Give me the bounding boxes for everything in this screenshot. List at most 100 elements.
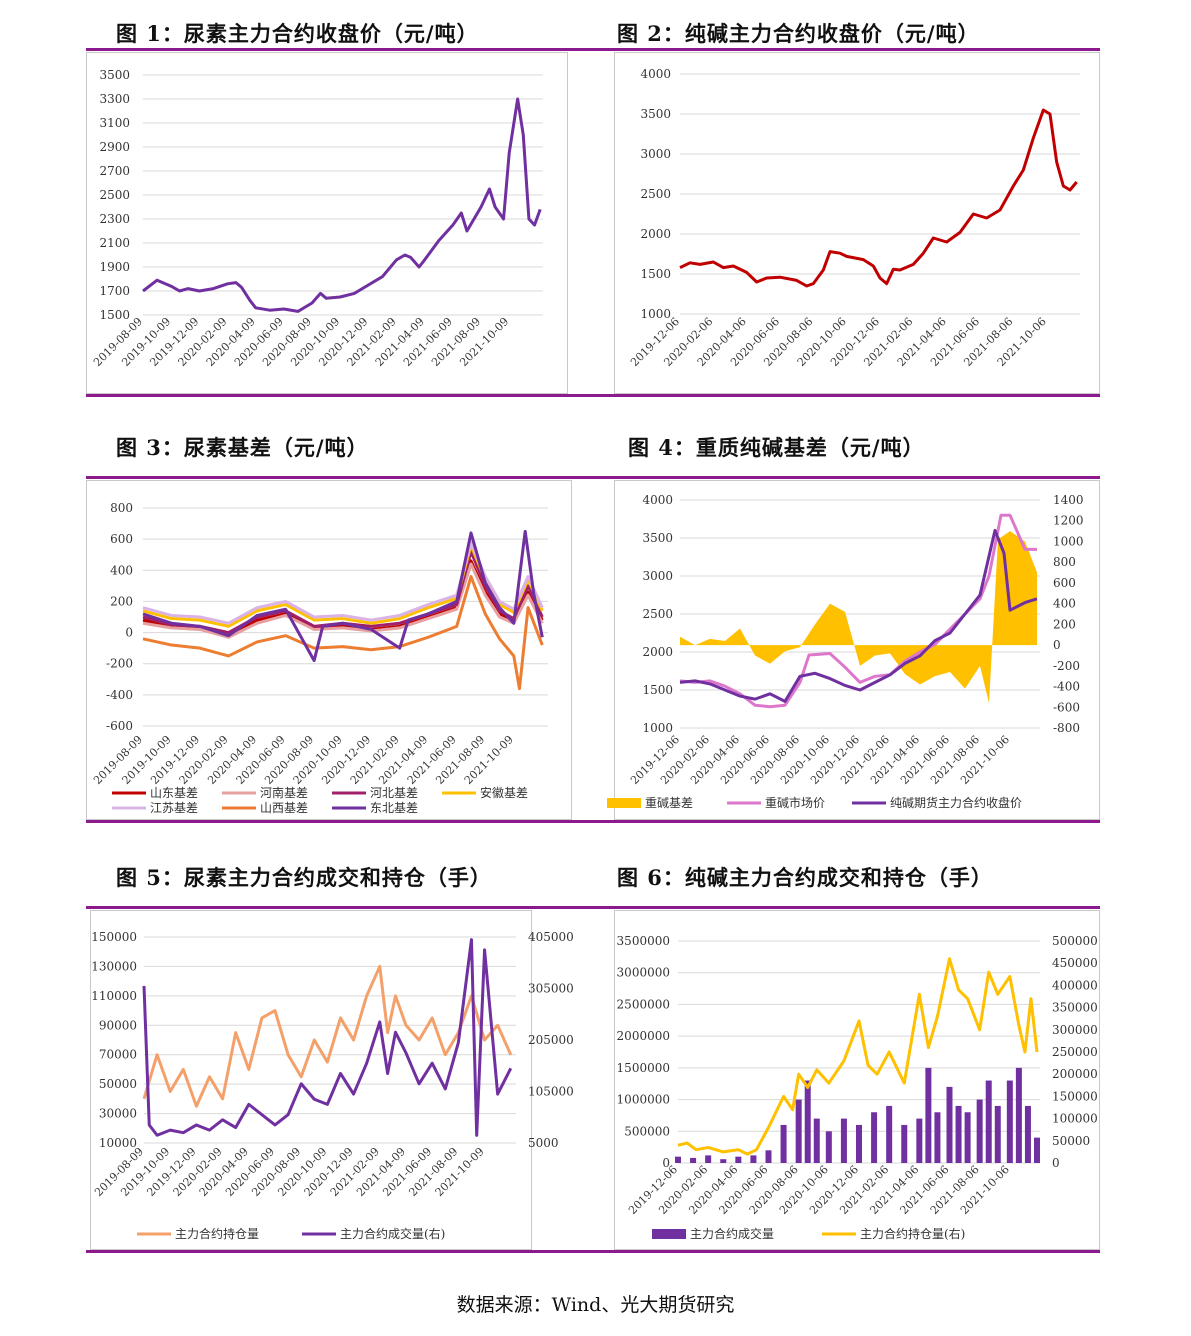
y-tick-label: 2000 [642, 645, 673, 659]
y2-tick-label: 1400 [1053, 493, 1084, 507]
y-tick-label: 1500 [640, 267, 671, 281]
y-tick-label: 1900 [99, 260, 130, 274]
series-bar [825, 1131, 832, 1163]
y-tick-label: 1700 [99, 284, 130, 298]
y2-tick-label: 600 [1053, 576, 1076, 590]
y-tick-label: 800 [110, 501, 133, 515]
y-tick-label: 70000 [99, 1048, 137, 1062]
y-tick-label: 0 [662, 1156, 670, 1170]
series-area [680, 531, 1037, 704]
series-bar [994, 1105, 1001, 1163]
y2-tick-label: -600 [1053, 700, 1080, 714]
data-source: 数据来源：Wind、光大期货研究 [456, 1294, 735, 1316]
chart-frame [614, 52, 1100, 394]
y2-tick-label: 405000 [528, 930, 574, 944]
series-bar [1024, 1105, 1031, 1163]
y-tick-label: 2500 [99, 188, 130, 202]
y-tick-label: 3100 [99, 116, 130, 130]
figure-4-title: 图 4：重质纯碱基差（元/吨） [628, 435, 925, 460]
figure-2-title: 图 2：纯碱主力合约收盘价（元/吨） [617, 21, 980, 46]
figure-1-title: 图 1：尿素主力合约收盘价（元/吨） [116, 21, 479, 46]
series-line [142, 964, 513, 1108]
y-tick-label: 200 [110, 594, 133, 608]
y-tick-label: 2000 [640, 227, 671, 241]
series-bar [955, 1105, 962, 1163]
y2-tick-label: 350000 [1052, 1001, 1098, 1015]
series-line [142, 540, 544, 625]
y-tick-label: 2000000 [617, 1029, 670, 1043]
y2-tick-label: -200 [1053, 659, 1080, 673]
y2-tick-label: 400000 [1052, 978, 1098, 992]
series-bar [1015, 1067, 1022, 1163]
y2-tick-label: 800 [1053, 555, 1076, 569]
y2-tick-label: 150000 [1052, 1089, 1098, 1103]
y2-tick-label: 1200 [1053, 514, 1084, 528]
y2-tick-label: 305000 [528, 982, 574, 996]
y-tick-label: 90000 [99, 1018, 137, 1032]
y-tick-label: 30000 [99, 1107, 137, 1121]
y-tick-label: 500000 [624, 1124, 670, 1138]
series-bar [765, 1150, 772, 1163]
y2-tick-label: 50000 [1052, 1134, 1090, 1148]
series-bar [690, 1157, 697, 1163]
y-tick-label: 2100 [99, 236, 130, 250]
series-bar [964, 1112, 971, 1163]
legend-label: 山东基差 [150, 786, 198, 800]
series-bar [804, 1080, 811, 1163]
legend-label: 纯碱期货主力合约收盘价 [890, 795, 1022, 810]
series-line [142, 562, 544, 639]
series-bar [985, 1080, 992, 1163]
legend-label: 主力合约持仓量 [175, 1226, 259, 1241]
series-bar [934, 1112, 941, 1163]
series-bar [856, 1124, 862, 1163]
legend-label: 山西基差 [260, 801, 308, 815]
legend-label: 重碱基差 [645, 796, 693, 810]
divider [86, 906, 1100, 909]
series-line [142, 543, 544, 628]
y-tick-label: 2500000 [617, 997, 670, 1011]
y-tick-label: 130000 [91, 959, 137, 973]
y-tick-label: 2700 [99, 164, 130, 178]
y2-tick-label: 100000 [1052, 1112, 1098, 1126]
y-tick-label: 1500 [99, 308, 130, 322]
y2-tick-label: 105000 [528, 1085, 574, 1099]
series-bar [840, 1118, 847, 1163]
y2-tick-label: 200 [1053, 617, 1076, 631]
legend-label: 主力合约成交量(右) [340, 1226, 445, 1241]
figure-3-title: 图 3：尿素基差（元/吨） [116, 435, 369, 460]
legend-swatch [607, 798, 641, 808]
y-tick-label: 10000 [99, 1136, 137, 1150]
y-tick-label: 1000 [642, 721, 673, 735]
y2-tick-label: 0 [1052, 1156, 1060, 1170]
y-tick-label: 2900 [99, 140, 130, 154]
y2-tick-label: 250000 [1052, 1045, 1098, 1059]
y-tick-label: 3300 [99, 92, 130, 106]
y-tick-label: 4000 [640, 67, 671, 81]
y-tick-label: 0 [125, 626, 133, 640]
y2-tick-label: -400 [1053, 680, 1080, 694]
chart-frame [86, 52, 568, 394]
y-tick-label: 3500 [642, 531, 673, 545]
y-tick-label: 4000 [642, 493, 673, 507]
y-tick-label: 50000 [99, 1077, 137, 1091]
series-bar [675, 1156, 681, 1163]
y2-tick-label: 205000 [528, 1033, 574, 1047]
chart-frame [614, 910, 1100, 1250]
series-line [679, 108, 1078, 288]
series-bar [901, 1124, 908, 1163]
chart-frame [614, 480, 1100, 820]
legend-label: 江苏基差 [150, 801, 198, 815]
legend-label: 主力合约持仓量(右) [860, 1226, 965, 1241]
legend-label: 东北基差 [370, 801, 418, 815]
chart-frame [90, 910, 532, 1250]
series-bar [750, 1155, 757, 1163]
y2-tick-label: 450000 [1052, 956, 1098, 970]
y2-tick-label: -800 [1053, 721, 1080, 735]
y-tick-label: 3500 [99, 68, 130, 82]
series-line [142, 938, 513, 1137]
y2-tick-label: 300000 [1052, 1023, 1098, 1037]
y2-tick-label: 1000 [1053, 534, 1084, 548]
